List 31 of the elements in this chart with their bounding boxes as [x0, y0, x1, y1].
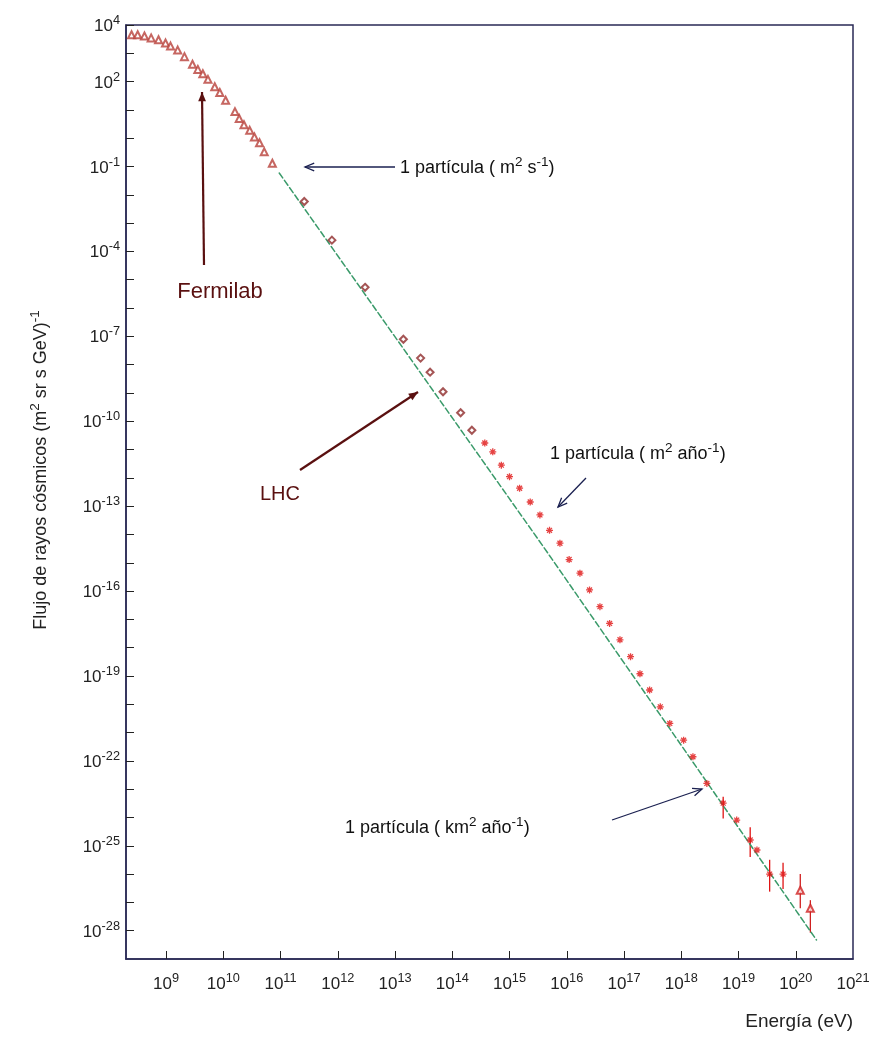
y-tick-label: 10$^{-1}$: [89, 153, 120, 177]
annotation: Fermilab: [177, 278, 263, 303]
x-tick-label: 10$^{12}$: [321, 969, 355, 993]
annotation: 1 partícula ( km$^{2}$ año$^{-1}$): [345, 813, 530, 837]
y-tick-label: 10$^{-25}$: [82, 832, 120, 856]
y-tick-label: 10$^{-16}$: [82, 577, 120, 602]
x-axis-title: Energía (eV): [745, 1010, 854, 1031]
annotation: 1 partícula ( m$^{2}$ año$^{-1}$): [550, 439, 726, 463]
y-tick-label: 10$^{-7}$: [89, 322, 120, 347]
y-tick-label: 10$^{2}$: [93, 68, 120, 92]
y-tick-label: 10$^{-19}$: [82, 662, 120, 686]
x-tick-label: 10$^{20}$: [779, 969, 813, 993]
x-tick-label: 10$^{14}$: [435, 969, 469, 993]
x-tick-label: 10$^{13}$: [378, 969, 412, 993]
y-tick-label: 10$^{-10}$: [82, 407, 120, 432]
y-tick-label: 10$^{-4}$: [89, 237, 120, 262]
x-tick-label: 10$^{9}$: [153, 969, 180, 993]
x-tick-label: 10$^{15}$: [492, 969, 527, 993]
x-tick-label: 10$^{19}$: [721, 969, 756, 993]
y-tick-label: 10$^{-28}$: [82, 917, 120, 941]
x-tick-label: 10$^{10}$: [206, 969, 240, 993]
y-tick-label: 10$^{-13}$: [82, 492, 120, 517]
annotation: LHC: [259, 482, 301, 504]
x-tick-label: 10$^{21}$: [836, 969, 869, 993]
x-tick-label: 10$^{18}$: [664, 969, 698, 993]
y-tick-label: 10$^{-22}$: [82, 747, 120, 771]
x-tick-label: 10$^{11}$: [264, 969, 297, 993]
annotation: 1 partícula ( m$^{2}$ s$^{-1}$): [400, 153, 555, 177]
y-tick-label: 10$^{4}$: [93, 11, 120, 35]
x-tick-label: 10$^{16}$: [550, 969, 584, 993]
x-tick-label: 10$^{17}$: [607, 969, 641, 993]
